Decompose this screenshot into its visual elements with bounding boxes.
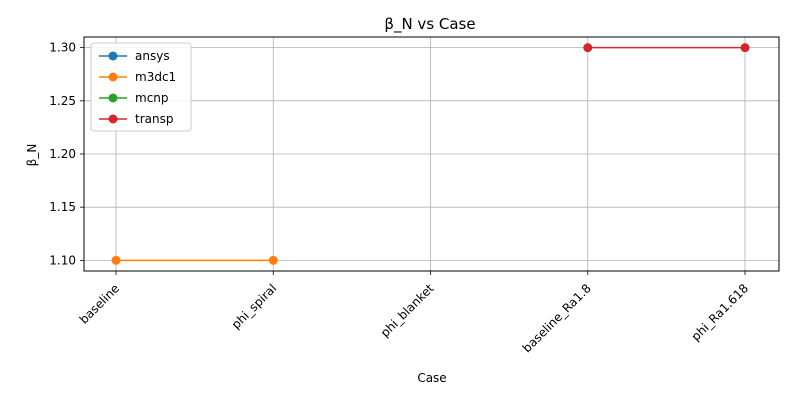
data-point-m3dc1 [111, 255, 121, 265]
legend-box [90, 42, 192, 132]
legend-label: mcnp [135, 91, 169, 105]
y-axis-title: β_N [25, 144, 39, 167]
x-tick-label: baseline [77, 281, 122, 326]
legend-marker [108, 114, 118, 124]
x-tick-label: phi_blanket [378, 281, 437, 340]
chart-title: β_N vs Case [384, 15, 475, 34]
y-tick-label: 1.15 [49, 200, 76, 214]
x-tick-label: phi_Ra1.618 [689, 281, 751, 343]
legend-label: transp [135, 112, 173, 126]
y-tick-label: 1.25 [49, 94, 76, 108]
series-transp [583, 43, 750, 53]
legend-marker [108, 93, 118, 103]
series-m3dc1 [111, 255, 278, 265]
y-tick-label: 1.20 [49, 147, 76, 161]
legend-marker [108, 72, 118, 82]
y-tick-label: 1.10 [49, 253, 76, 267]
legend-label: m3dc1 [135, 70, 176, 84]
legend-label: ansys [135, 49, 170, 63]
legend: ansys m3dc1 mcnp transp [90, 42, 192, 132]
legend-marker [108, 51, 118, 61]
data-point-m3dc1 [268, 255, 278, 265]
legend-item-mcnp: mcnp [99, 91, 169, 105]
legend-item-ansys: ansys [99, 49, 170, 63]
legend-item-m3dc1: m3dc1 [99, 70, 176, 84]
legend-item-transp: transp [99, 112, 173, 126]
x-axis-title: Case [417, 371, 446, 385]
data-point-transp [583, 43, 593, 53]
x-tick-label: baseline_Ra1.8 [520, 281, 594, 355]
y-tick-label: 1.30 [49, 41, 76, 55]
x-tick-label: phi_spiral [229, 281, 279, 331]
series-group [111, 43, 750, 265]
data-point-transp [740, 43, 750, 53]
